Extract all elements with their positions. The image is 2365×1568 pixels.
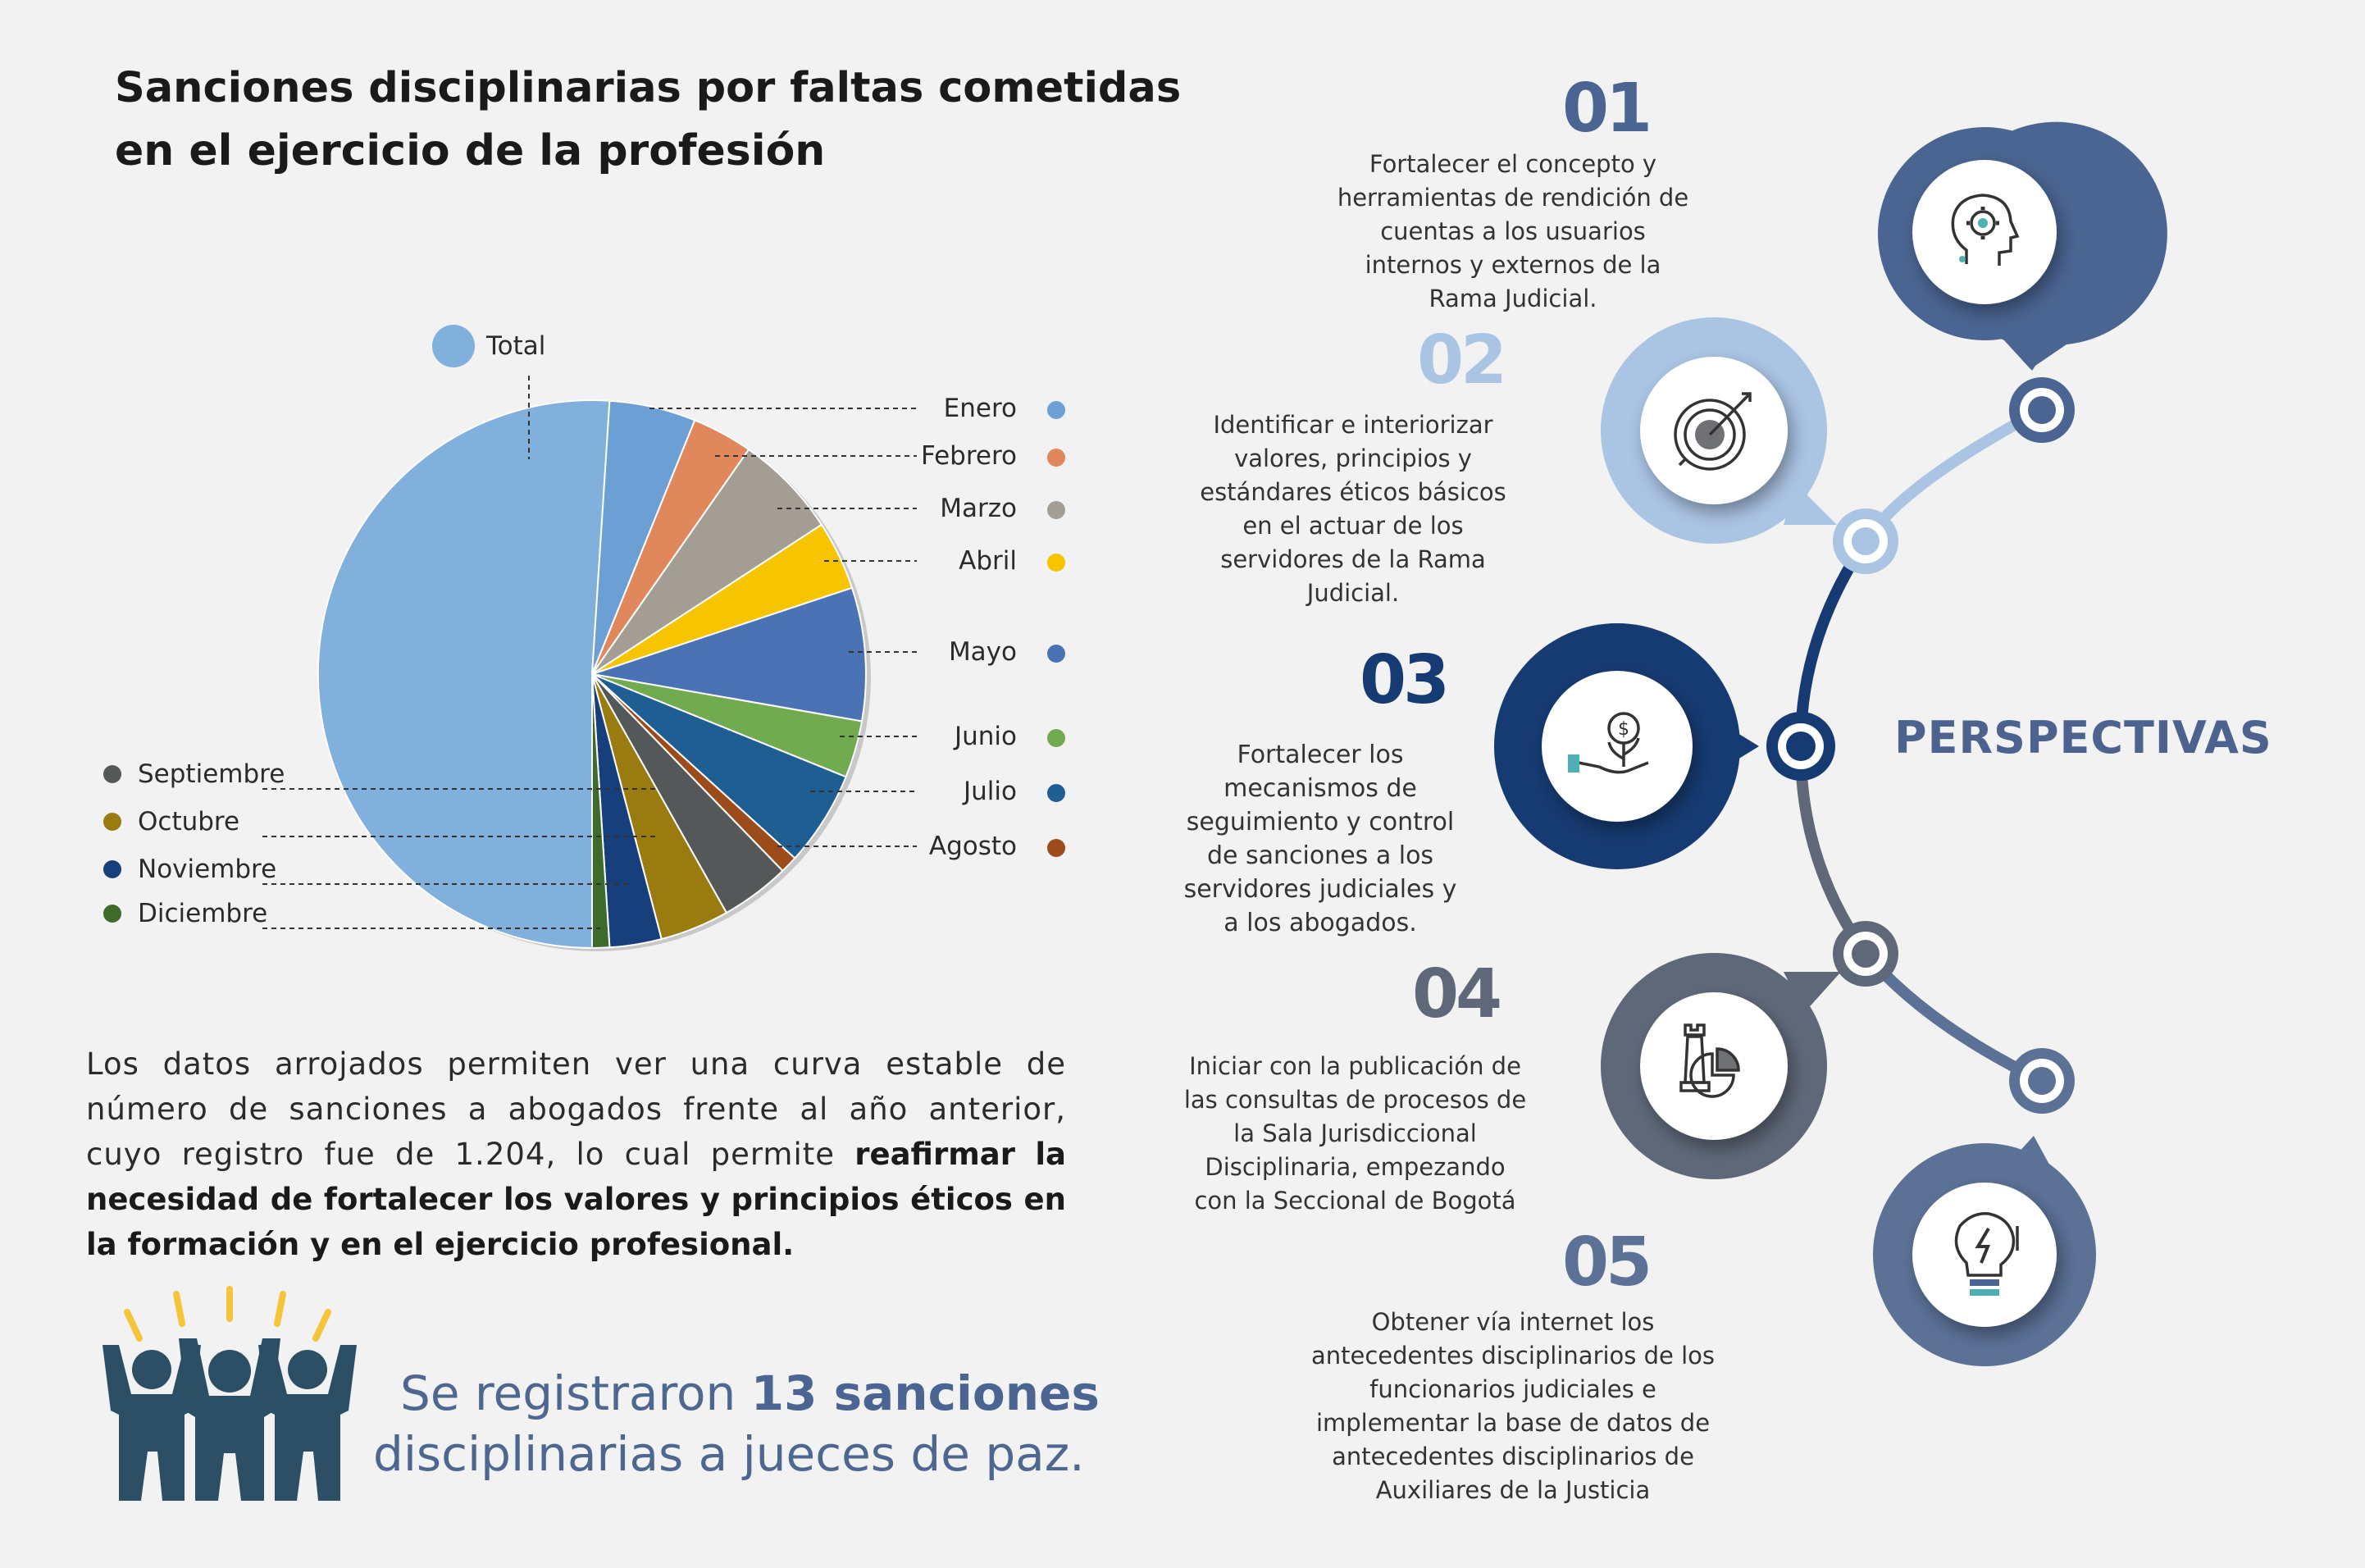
pie-leader-lines (262, 376, 917, 929)
bubble-03: $ (1494, 623, 1759, 869)
perspective-03-text: Fortalecer los mecanismos de seguimiento… (1183, 741, 1457, 937)
perspective-01-text: Fortalecer el concepto y herramientas de… (1337, 150, 1689, 312)
page-title: Sanciones disciplinarias por faltas come… (115, 57, 1182, 182)
legend-label-abril: Abril (959, 546, 1017, 576)
legend-dot-abril (1047, 554, 1065, 572)
legend-dot-enero (1047, 401, 1065, 419)
legend-dot-septiembre (103, 765, 121, 783)
bubble-01 (1878, 121, 2167, 371)
lightbulb-icon (1954, 1212, 2019, 1296)
legend-label-total: Total (485, 331, 545, 361)
slogan: Se registraron 13 sanciones disciplinari… (373, 1363, 1177, 1484)
bubble-02 (1601, 317, 1837, 544)
legend-label-octubre: Octubre (138, 807, 239, 836)
title-line-1: Sanciones disciplinarias por faltas come… (115, 64, 1182, 112)
slogan-line-2: disciplinarias a jueces de paz. (373, 1426, 1085, 1482)
body-text-regular: Los datos arrojados permiten ver una cur… (86, 1046, 1066, 1172)
pie-slice-total (317, 399, 611, 950)
slogan-text: Se registraron (400, 1365, 751, 1421)
legend-label-agosto: Agosto (929, 832, 1017, 861)
legend-dot-marzo (1047, 501, 1065, 519)
legend-dot-febrero (1047, 449, 1065, 467)
legend-label-marzo: Marzo (940, 494, 1017, 523)
legend-label-diciembre: Diciembre (138, 899, 267, 928)
legend-dot-julio (1047, 784, 1065, 802)
perspectives-title: PERSPECTIVAS (1894, 712, 2272, 763)
head-gear-icon (1951, 194, 2020, 266)
legend-dot-total (432, 325, 475, 367)
legend-label-noviembre: Noviembre (138, 855, 276, 884)
perspective-05-text: Obtener vía internet los antecedentes di… (1311, 1308, 1715, 1504)
legend-dot-diciembre (103, 905, 121, 923)
timeline-node-04 (1833, 921, 1898, 987)
bubble-04 (1601, 953, 1841, 1179)
cheering-people-icon (103, 1286, 357, 1501)
perspective-01-number: 01 (1562, 70, 1652, 148)
pie-slice-mayo (591, 586, 867, 722)
legend-dot-junio (1047, 729, 1065, 747)
title-line-2: en el ejercicio de la profesión (115, 126, 826, 175)
perspectives-timeline (1766, 377, 2075, 1114)
timeline-node-03 (1766, 712, 1835, 781)
timeline-node-01 (2009, 377, 2075, 443)
legend-dot-agosto (1047, 839, 1065, 857)
legend-label-enero: Enero (944, 394, 1017, 423)
pie-legend: Total Enero Febrero Marzo Abril Mayo Junio Juli… (103, 325, 1065, 928)
pie-slice-marzo (591, 448, 823, 675)
legend-dot-mayo (1047, 645, 1065, 663)
legend-label-febrero: Febrero (921, 441, 1017, 471)
legend-dot-noviembre (103, 860, 121, 878)
perspective-02-number: 02 (1417, 321, 1507, 399)
legend-label-junio: Junio (953, 722, 1017, 751)
slogan-bold: 13 sanciones (750, 1365, 1100, 1421)
legend-label-septiembre: Septiembre (138, 759, 285, 789)
legend-label-julio: Julio (962, 777, 1017, 806)
bubble-05 (1873, 1136, 2096, 1366)
perspective-03-number: 03 (1360, 641, 1450, 719)
body-paragraph: Los datos arrojados permiten ver una cur… (86, 1042, 1066, 1267)
perspective-02-text: Identificar e interiorizar valores, prin… (1200, 411, 1506, 607)
pie-chart (317, 399, 871, 951)
body-text-bold: reafirmar la necesidad de fortalecer los… (86, 1137, 1066, 1262)
money-hand-icon: $ (1568, 712, 1649, 774)
svg-text:$: $ (1618, 719, 1629, 740)
target-icon (1674, 392, 1752, 471)
legend-dot-octubre (103, 813, 121, 831)
perspective-05-number: 05 (1562, 1224, 1652, 1301)
timeline-node-05 (2009, 1048, 2075, 1114)
perspective-04-number: 04 (1412, 955, 1502, 1033)
timeline-node-02 (1833, 508, 1898, 574)
chess-chart-icon (1679, 1023, 1740, 1098)
pie-slice-diciembre (591, 673, 611, 950)
legend-label-mayo: Mayo (949, 637, 1017, 667)
perspective-04-text: Iniciar con la publicación de las consul… (1183, 1052, 1527, 1215)
